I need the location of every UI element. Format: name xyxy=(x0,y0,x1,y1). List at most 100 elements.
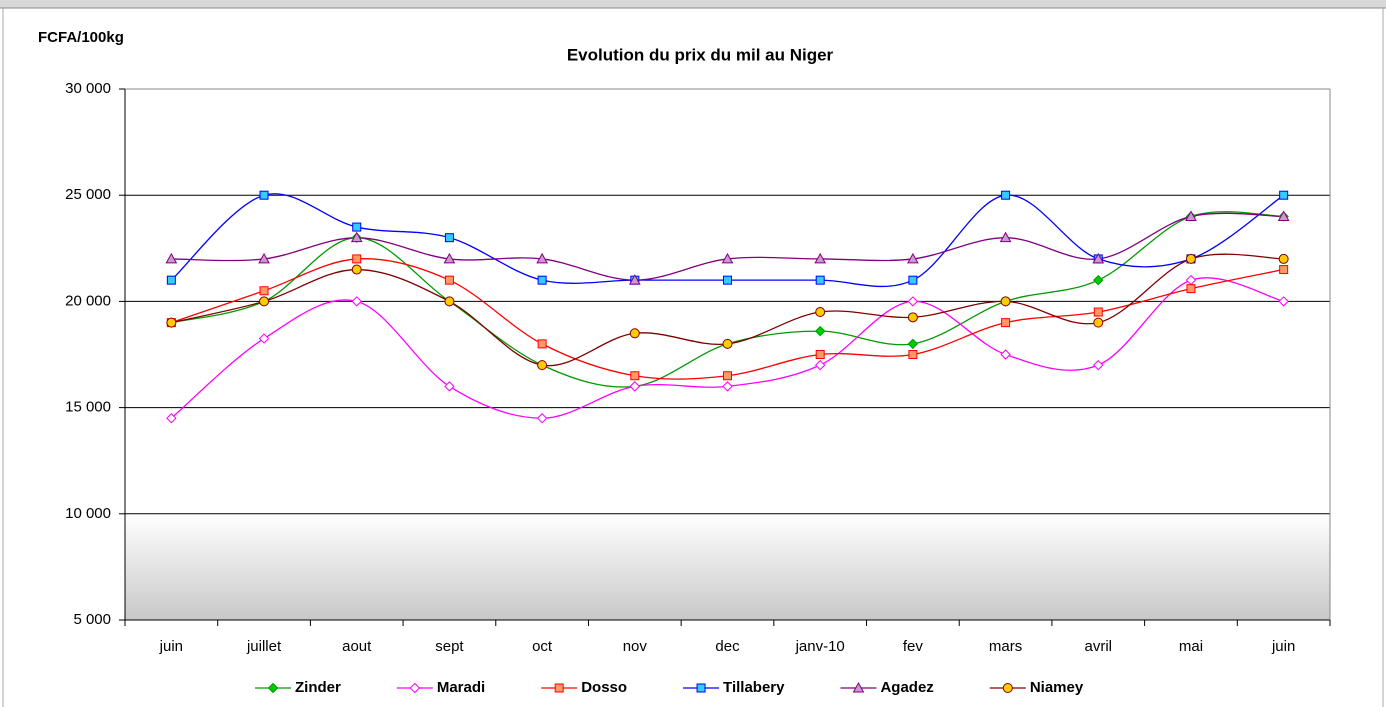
marker xyxy=(258,252,270,264)
plot-shade xyxy=(125,514,1330,620)
marker xyxy=(259,286,269,296)
marker xyxy=(1278,253,1289,264)
marker xyxy=(166,413,177,424)
marker xyxy=(1093,307,1103,317)
marker xyxy=(1279,190,1289,200)
marker xyxy=(537,275,547,285)
marker xyxy=(1001,318,1011,328)
marker xyxy=(1185,274,1197,286)
legend-marker xyxy=(554,683,564,693)
marker xyxy=(1000,296,1011,307)
marker xyxy=(630,371,640,381)
marker xyxy=(907,296,919,307)
marker xyxy=(1093,359,1104,371)
legend-marker xyxy=(267,682,279,694)
marker xyxy=(999,231,1012,243)
x-tick-label: sept xyxy=(435,638,464,655)
y-tick-label: 10 000 xyxy=(65,505,111,522)
marker xyxy=(907,312,918,323)
y-tick-label: 15 000 xyxy=(65,399,111,416)
series-line xyxy=(171,212,1284,281)
marker xyxy=(723,371,732,381)
x-tick-label: juin xyxy=(159,638,183,655)
legend-marker xyxy=(852,681,865,693)
marker xyxy=(443,252,456,264)
marker xyxy=(166,275,176,285)
legend-label: Niamey xyxy=(1030,679,1084,696)
x-tick-label: oct xyxy=(532,638,553,655)
marker xyxy=(721,252,734,264)
marker xyxy=(629,328,640,339)
marker xyxy=(444,275,454,285)
marker xyxy=(814,325,826,337)
legend-marker xyxy=(1002,683,1013,693)
marker xyxy=(350,231,363,243)
marker xyxy=(537,360,548,371)
marker xyxy=(444,296,455,307)
top-bar xyxy=(0,0,1386,8)
x-tick-label: aout xyxy=(342,638,372,655)
marker xyxy=(259,190,269,200)
y-tick-label: 5 000 xyxy=(73,611,111,628)
marker xyxy=(259,296,270,307)
marker xyxy=(536,252,548,264)
marker xyxy=(537,339,547,349)
y-tick-label: 25 000 xyxy=(65,186,111,203)
marker xyxy=(1277,210,1290,221)
marker xyxy=(1093,317,1104,328)
marker xyxy=(815,275,825,285)
marker xyxy=(722,338,733,349)
chart-title: Evolution du prix du mil au Niger xyxy=(567,45,834,64)
x-tick-label: juin xyxy=(1271,638,1295,655)
marker xyxy=(1185,253,1196,264)
marker xyxy=(814,359,826,371)
marker xyxy=(165,252,178,264)
marker xyxy=(1278,296,1289,307)
marker xyxy=(907,252,919,264)
marker xyxy=(722,381,733,392)
marker xyxy=(1279,265,1289,275)
y-tick-label: 20 000 xyxy=(65,292,111,309)
marker xyxy=(907,338,919,350)
x-tick-label: nov xyxy=(623,638,648,655)
x-tick-label: mai xyxy=(1179,638,1203,655)
marker xyxy=(723,275,732,285)
marker xyxy=(351,296,362,307)
marker xyxy=(1186,284,1196,294)
x-tick-label: janv-10 xyxy=(795,638,845,655)
x-tick-label: avril xyxy=(1085,638,1113,655)
x-tick-label: juillet xyxy=(246,638,282,655)
marker xyxy=(1000,349,1011,360)
legend-marker xyxy=(409,682,421,694)
marker xyxy=(908,275,918,285)
marker xyxy=(351,264,362,275)
marker xyxy=(258,333,270,344)
marker xyxy=(166,317,177,328)
legend-label: Dosso xyxy=(581,679,627,696)
marker xyxy=(628,274,641,285)
series-line xyxy=(171,211,1284,388)
marker xyxy=(815,307,826,318)
marker xyxy=(1001,190,1011,200)
y-tick-label: 30 000 xyxy=(65,80,111,97)
legend-label: Agadez xyxy=(880,679,933,696)
x-tick-label: fev xyxy=(903,638,924,655)
legend-marker xyxy=(696,683,706,693)
marker xyxy=(1185,210,1197,221)
marker xyxy=(444,381,455,392)
marker xyxy=(814,252,827,264)
marker xyxy=(629,381,641,392)
legend-label: Tillabery xyxy=(723,679,785,696)
legend-label: Maradi xyxy=(437,679,485,696)
x-tick-label: dec xyxy=(715,638,740,655)
marker xyxy=(352,222,362,232)
legend-label: Zinder xyxy=(295,679,341,696)
marker xyxy=(815,350,825,359)
marker xyxy=(352,254,362,264)
marker xyxy=(1093,274,1104,286)
y-axis-label: FCFA/100kg xyxy=(38,29,124,46)
x-tick-label: mars xyxy=(989,638,1022,655)
marker xyxy=(444,233,454,243)
marker xyxy=(536,413,548,424)
